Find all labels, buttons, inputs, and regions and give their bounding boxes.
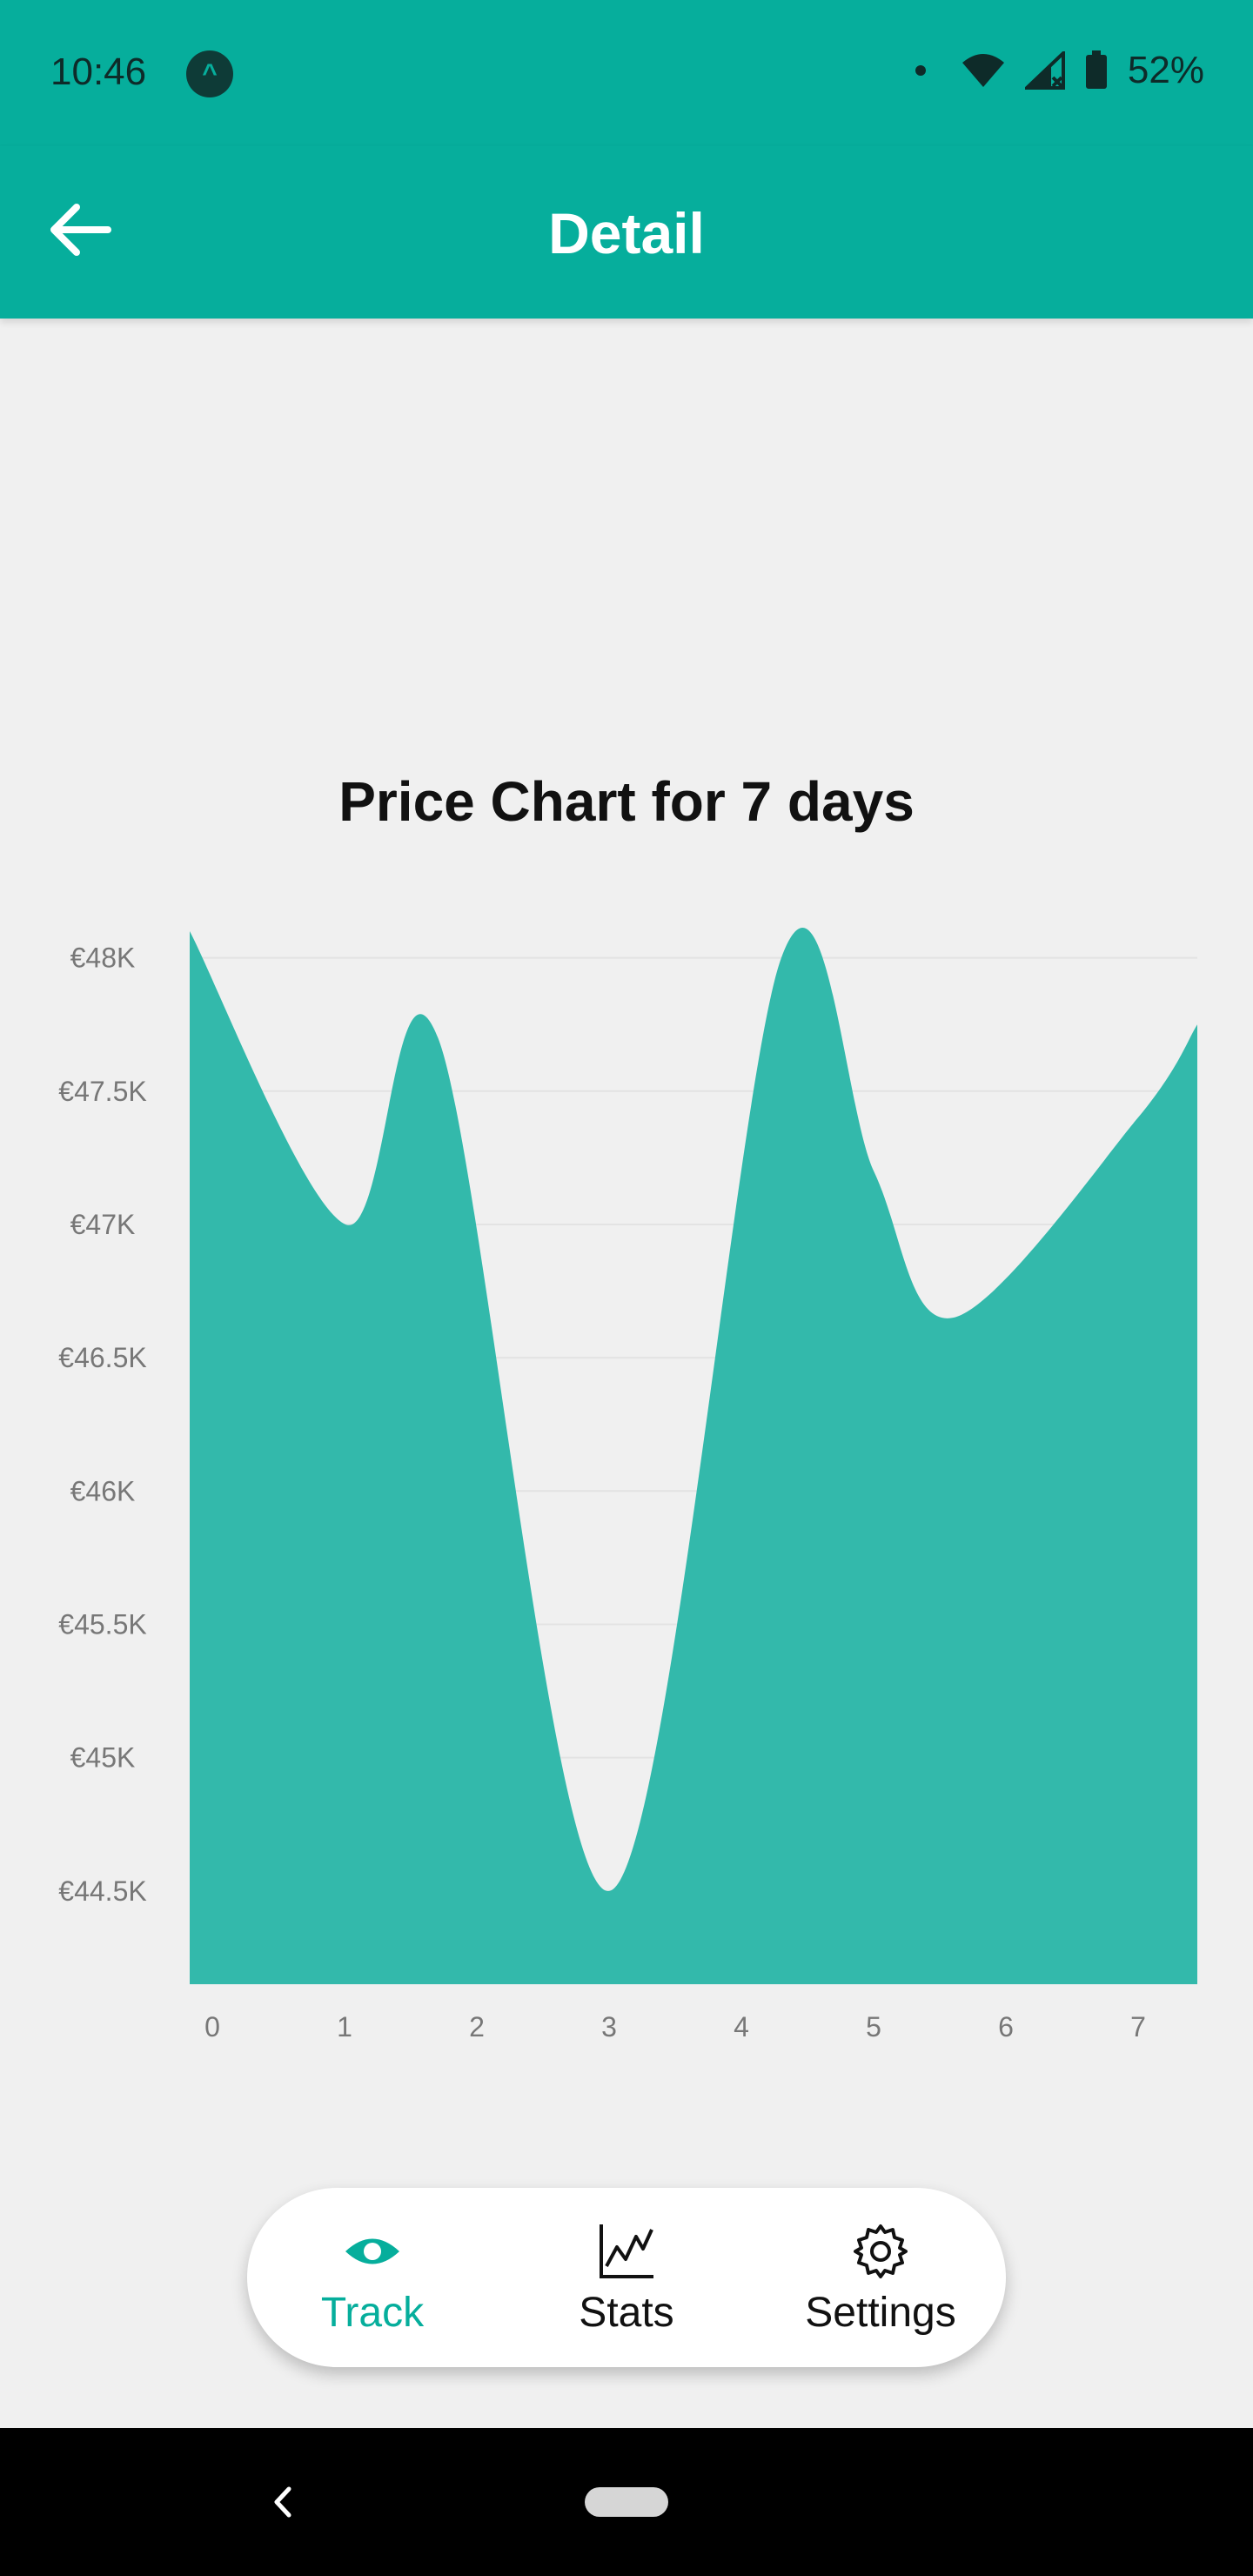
y-tick-label: €47.5K [58, 1076, 146, 1107]
x-tick-label: 2 [469, 2011, 485, 2043]
y-tick-label: €44.5K [58, 1875, 146, 1907]
chevron-left-icon [274, 2486, 291, 2518]
eye-icon [345, 2238, 399, 2264]
nav-item-track[interactable]: Track [259, 2188, 486, 2367]
status-icons: 52% [915, 49, 1204, 92]
x-tick-label: 6 [998, 2011, 1014, 2043]
dot-icon [915, 65, 926, 76]
x-tick-label: 7 [1130, 2011, 1146, 2043]
arrow-left-icon [50, 204, 111, 256]
wifi-icon [962, 54, 1004, 87]
x-tick-label: 5 [866, 2011, 881, 2043]
x-tick-label: 4 [734, 2011, 749, 2043]
chart-title: Price Chart for 7 days [338, 770, 915, 833]
signal-icon [1024, 51, 1065, 90]
nav-label-track: Track [320, 2290, 425, 2336]
battery-percent: 52% [1127, 49, 1204, 91]
status-bar: 10:46 ^ 52% [0, 0, 1253, 146]
y-tick-label: €46.5K [58, 1342, 146, 1373]
nav-label-stats: Stats [579, 2290, 674, 2336]
y-tick-label: €45K [70, 1742, 136, 1774]
system-back-button[interactable] [252, 2472, 313, 2532]
system-home-button[interactable] [585, 2487, 668, 2517]
system-nav-bar [0, 2428, 1253, 2576]
y-tick-label: €46K [70, 1475, 136, 1506]
page-title: Detail [548, 201, 705, 265]
back-button[interactable] [35, 184, 125, 275]
bottom-nav: Track Stats Settings [247, 2188, 1006, 2367]
status-time: 10:46 [50, 50, 147, 93]
gear-icon [854, 2224, 908, 2278]
price-area-series [190, 928, 1197, 1984]
x-tick-label: 0 [204, 2011, 220, 2043]
app-notification-icon: ^ [186, 50, 233, 97]
x-tick-label: 3 [601, 2011, 617, 2043]
y-tick-label: €45.5K [58, 1608, 146, 1640]
app-bar: Detail [0, 146, 1253, 319]
y-tick-label: €48K [70, 943, 136, 974]
nav-item-stats[interactable]: Stats [513, 2188, 740, 2367]
line-chart-icon [600, 2224, 653, 2278]
battery-icon [1085, 50, 1107, 89]
nav-label-settings: Settings [805, 2290, 956, 2336]
y-tick-label: €47K [70, 1209, 136, 1240]
price-chart: €44.5K €45K €45.5K €46K €46.5K €47K €47.5K €48K… [58, 928, 1197, 2043]
x-tick-label: 1 [337, 2011, 352, 2043]
nav-item-settings[interactable]: Settings [767, 2188, 994, 2367]
